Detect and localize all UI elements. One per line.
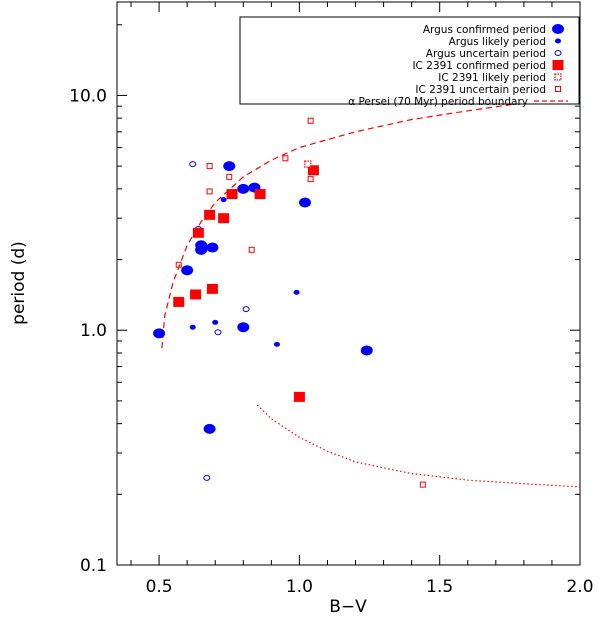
ic2391-uncertain-point <box>206 163 213 170</box>
argus-confirmed-point <box>206 242 219 253</box>
ic2391-confirmed-point <box>307 165 319 176</box>
legend-label: Argus confirmed period <box>423 24 546 36</box>
argus-uncertain-point <box>189 161 197 168</box>
x-tick-label: 0.5 <box>146 577 173 597</box>
y-tick-label: 1.0 <box>80 321 107 341</box>
legend-label: Argus uncertain period <box>426 48 546 60</box>
legend-marker <box>554 73 562 81</box>
x-tick-label: 2.0 <box>566 577 593 597</box>
argus-likely-point <box>273 341 280 347</box>
argus-uncertain-point <box>242 306 250 313</box>
argus-likely-point <box>212 319 219 325</box>
data-points <box>153 117 426 488</box>
ic2391-confirmed-point <box>190 289 202 300</box>
argus-confirmed-point <box>237 322 250 333</box>
legend-marker <box>552 60 564 70</box>
argus-confirmed-point <box>195 240 208 251</box>
argus-confirmed-point <box>203 423 216 434</box>
legend-label: IC 2391 likely period <box>438 72 546 84</box>
argus-confirmed-point <box>153 328 166 339</box>
argus-likely-point <box>293 289 300 295</box>
boundary-curves <box>161 95 581 488</box>
ic2391-uncertain-point <box>307 176 314 183</box>
legend-marker <box>554 50 562 56</box>
y-tick-label: 0.1 <box>80 556 107 576</box>
ic2391-uncertain-point <box>307 117 314 124</box>
ic2391-confirmed-point <box>206 283 218 294</box>
argus-confirmed-point <box>360 345 373 356</box>
x-tick-label: 1.0 <box>286 577 313 597</box>
legend-label: Argus likely period <box>449 36 546 48</box>
argus-likely-point <box>189 324 196 330</box>
argus-confirmed-point <box>299 197 312 208</box>
ic2391-confirmed-point <box>226 189 238 200</box>
ic2391-confirmed-point <box>173 296 185 307</box>
legend-label: α Persei (70 Myr) period boundary <box>348 96 528 108</box>
y-tick-label: 10.0 <box>69 86 107 106</box>
ic2391-uncertain-point <box>419 481 426 488</box>
plot-frame <box>116 1 581 566</box>
argus-likely-point <box>220 197 227 203</box>
ic2391-uncertain-point <box>226 173 233 180</box>
legend-label: IC 2391 confirmed period <box>412 60 546 72</box>
argus-confirmed-point <box>223 161 236 172</box>
legend-label: IC 2391 uncertain period <box>415 84 546 96</box>
legend-marker <box>552 24 564 34</box>
argus-confirmed-point <box>237 183 250 194</box>
boundary-curve-upper-dashed <box>161 95 581 349</box>
x-axis-label: B−V <box>329 597 367 617</box>
ic2391-confirmed-point <box>218 213 230 224</box>
ic2391-confirmed-point <box>204 209 216 220</box>
argus-uncertain-point <box>214 329 222 336</box>
y-axis-label: period (d) <box>9 241 29 325</box>
legend-marker <box>555 86 561 92</box>
ic2391-confirmed-point <box>293 391 305 402</box>
ic2391-uncertain-point <box>248 246 255 253</box>
x-tick-label: 1.5 <box>426 577 453 597</box>
ic2391-confirmed-point <box>254 189 266 200</box>
argus-uncertain-point <box>203 474 211 481</box>
legend-box <box>239 16 580 105</box>
ic2391-confirmed-point <box>192 227 204 238</box>
ic2391-uncertain-point <box>282 155 289 162</box>
ic2391-uncertain-point <box>175 261 182 268</box>
legend-marker <box>555 38 561 44</box>
ic2391-likely-point <box>304 160 312 168</box>
boundary-curve-lower-dotted <box>256 404 581 488</box>
axis-ticks: 0.5 1.0 1.5 2.0 0.1 1.0 10.0 <box>69 2 594 597</box>
argus-confirmed-point <box>181 265 194 276</box>
ic2391-uncertain-point <box>206 188 213 195</box>
